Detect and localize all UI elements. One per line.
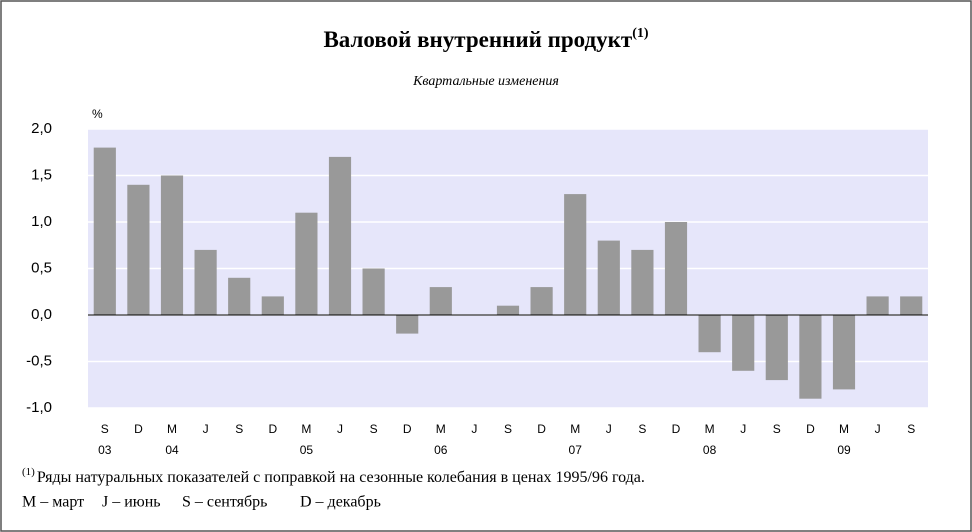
x-tick-label: S bbox=[235, 422, 243, 436]
year-label: 07 bbox=[569, 443, 583, 457]
bar bbox=[496, 305, 520, 315]
bar bbox=[597, 240, 620, 315]
bar bbox=[127, 184, 150, 315]
bar bbox=[295, 212, 318, 315]
bar bbox=[832, 315, 856, 390]
x-tick-label: S bbox=[504, 422, 512, 436]
bar bbox=[664, 222, 688, 315]
note: M – март bbox=[22, 494, 84, 511]
bar bbox=[194, 249, 217, 315]
bar bbox=[396, 315, 419, 334]
y-tick-label: 2,0 bbox=[31, 120, 52, 137]
y-tick-label: 1,5 bbox=[31, 166, 52, 183]
x-tick-label: D bbox=[134, 422, 143, 436]
bar bbox=[160, 175, 184, 315]
bar bbox=[765, 315, 788, 381]
year-label: 06 bbox=[434, 443, 448, 457]
y-unit: % bbox=[92, 107, 103, 121]
bar bbox=[429, 287, 452, 315]
note: J – июнь bbox=[102, 494, 161, 511]
x-tick-label: M bbox=[436, 422, 446, 436]
x-tick-label: S bbox=[773, 422, 781, 436]
note: D – декабрь bbox=[300, 494, 381, 511]
x-tick-label: J bbox=[875, 422, 881, 436]
note: S – сентябрь bbox=[182, 494, 267, 511]
x-tick-label: D bbox=[268, 422, 277, 436]
x-tick-label: M bbox=[705, 422, 715, 436]
x-tick-label: M bbox=[839, 422, 849, 436]
footnote-marker: (1) bbox=[22, 466, 35, 478]
x-tick-label: M bbox=[570, 422, 580, 436]
x-tick-label: D bbox=[672, 422, 681, 436]
year-label: 08 bbox=[703, 443, 717, 457]
title-text: Валовой внутренний продукт bbox=[323, 27, 632, 52]
x-tick-label: D bbox=[537, 422, 546, 436]
y-tick-label: -1,0 bbox=[26, 399, 52, 416]
subtitle: Квартальные изменения bbox=[412, 74, 559, 89]
x-tick-label: J bbox=[740, 422, 746, 436]
bar bbox=[93, 147, 116, 315]
footnote: (1) Ряды натуральных показателей с поправ… bbox=[22, 466, 645, 486]
bar bbox=[732, 315, 755, 371]
x-tick-label: M bbox=[301, 422, 311, 436]
x-tick-label: S bbox=[907, 422, 915, 436]
year-label: 04 bbox=[165, 443, 179, 457]
bar bbox=[631, 249, 654, 315]
bar bbox=[866, 296, 889, 315]
x-tick-label: J bbox=[471, 422, 477, 436]
footnote-text: Ряды натуральных показателей с поправкой… bbox=[37, 469, 645, 486]
bar bbox=[799, 315, 822, 399]
y-tick-label: 1,0 bbox=[31, 213, 52, 230]
x-tick-label: S bbox=[101, 422, 109, 436]
year-label: 09 bbox=[837, 443, 851, 457]
x-tick-label: D bbox=[806, 422, 815, 436]
x-tick-label: J bbox=[337, 422, 343, 436]
x-tick-label: D bbox=[403, 422, 412, 436]
y-tick-label: 0,0 bbox=[31, 306, 52, 323]
bar bbox=[362, 268, 385, 315]
bar bbox=[228, 277, 251, 315]
bar bbox=[564, 194, 587, 315]
year-label: 05 bbox=[300, 443, 314, 457]
bar bbox=[261, 296, 284, 315]
y-tick-label: 0,5 bbox=[31, 259, 52, 276]
title-marker: (1) bbox=[632, 26, 649, 41]
x-tick-label: S bbox=[370, 422, 378, 436]
chart-title: Валовой внутренний продукт(1) bbox=[323, 26, 648, 52]
bar bbox=[900, 296, 923, 315]
bar bbox=[530, 287, 553, 315]
bar bbox=[328, 156, 352, 315]
year-label: 03 bbox=[98, 443, 112, 457]
bar bbox=[698, 315, 721, 353]
x-tick-label: S bbox=[638, 422, 646, 436]
x-tick-label: M bbox=[167, 422, 177, 436]
x-tick-label: J bbox=[203, 422, 209, 436]
y-tick-label: -0,5 bbox=[26, 352, 52, 369]
x-tick-label: J bbox=[606, 422, 612, 436]
